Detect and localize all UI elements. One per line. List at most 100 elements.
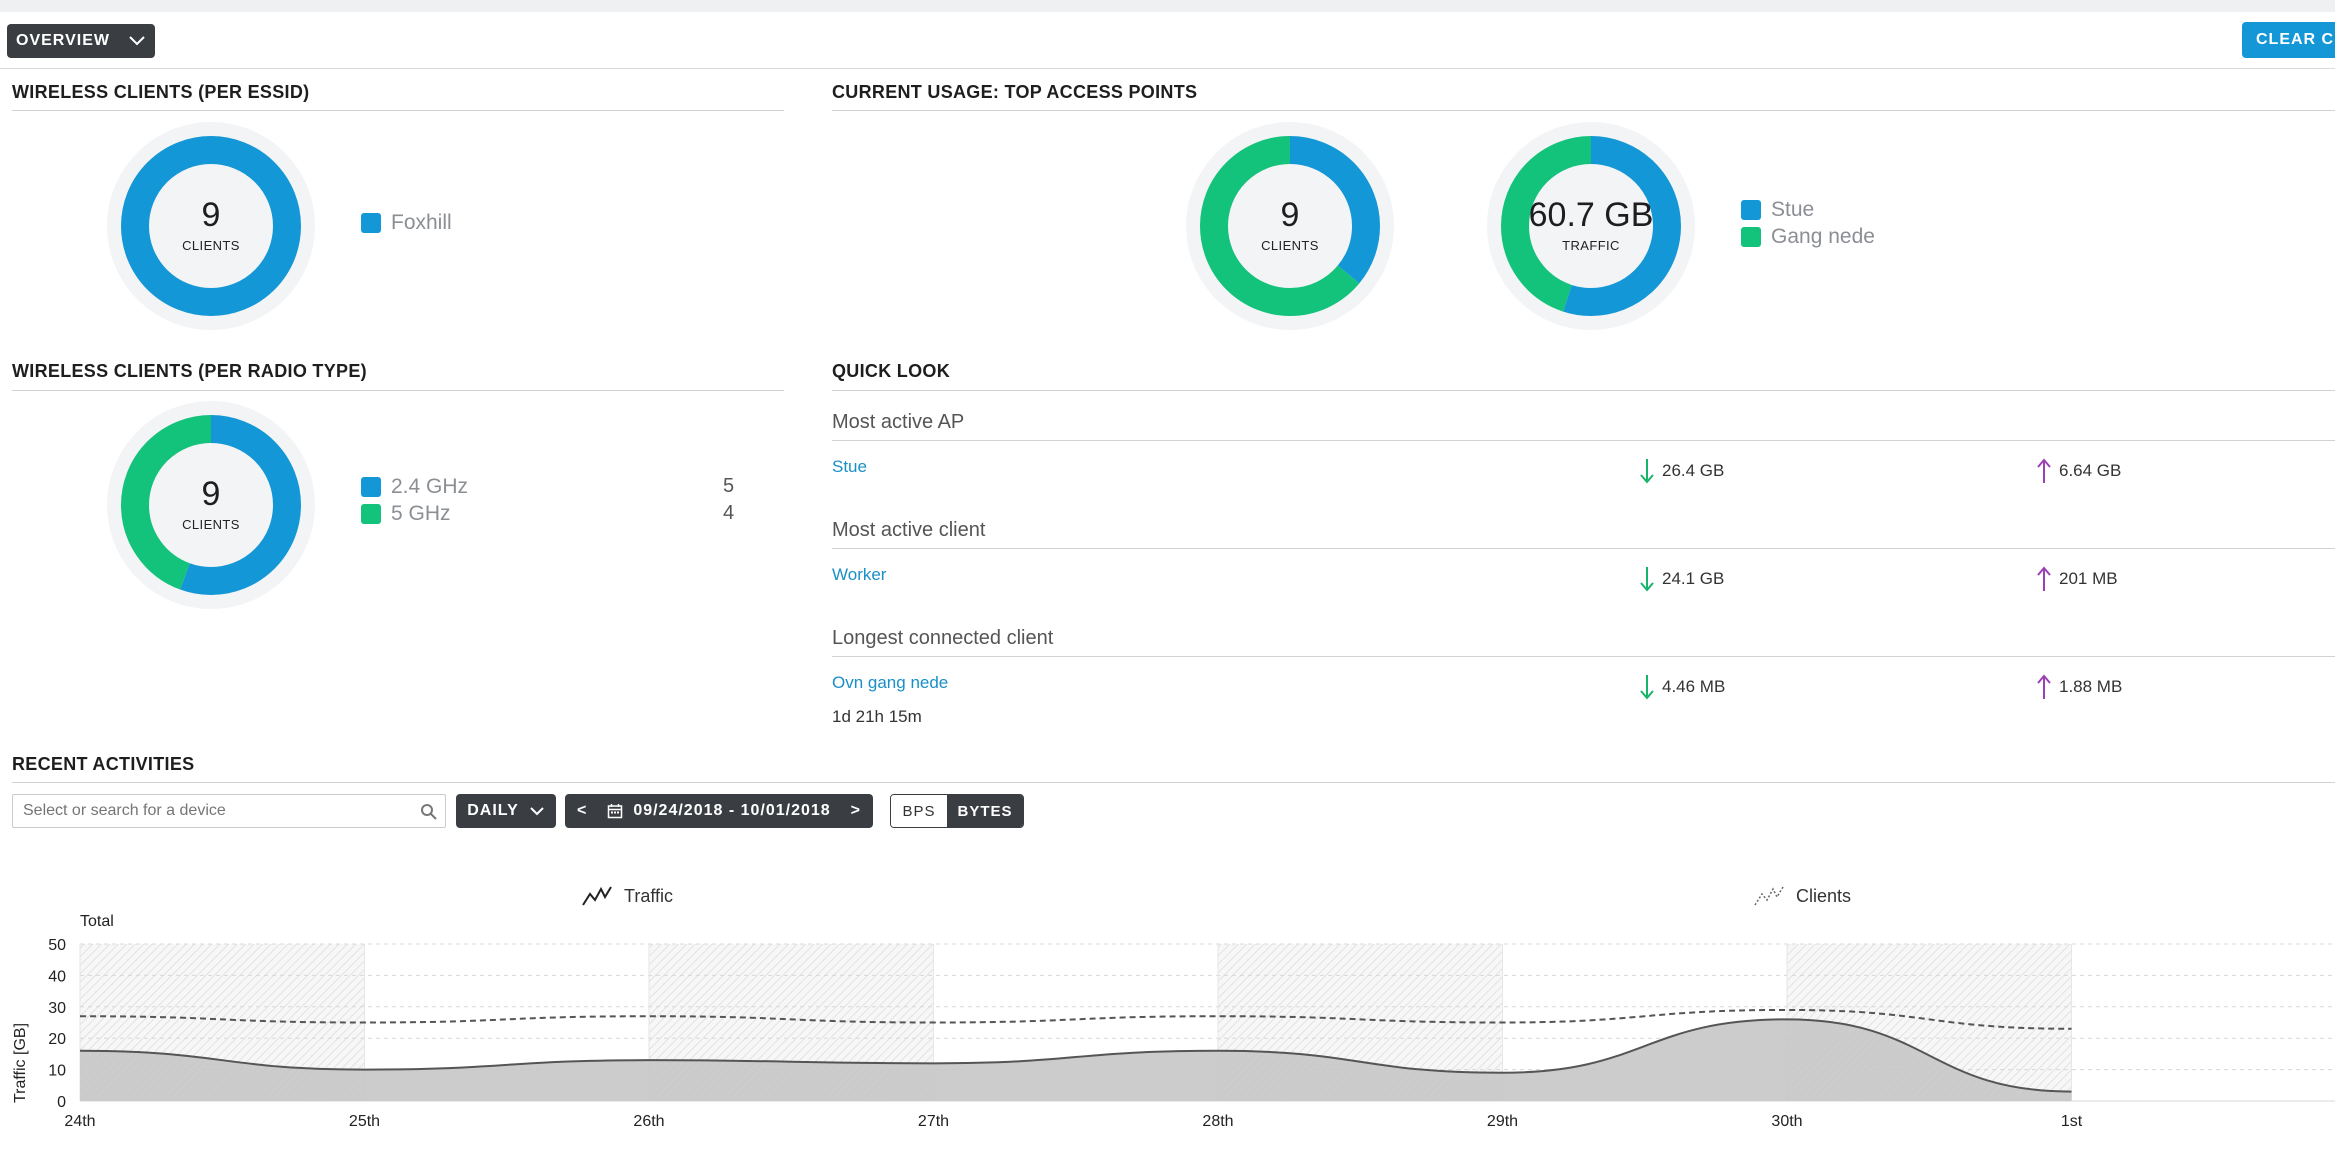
essid-count: 9 (201, 196, 221, 234)
quick-look-rule (832, 390, 2335, 391)
ap-clients-sub: CLIENTS (1261, 238, 1319, 253)
essid-donut-chart (107, 122, 315, 330)
radio-rule (12, 390, 784, 391)
quick-look-title: QUICK LOOK (832, 361, 950, 381)
legend-swatch (1741, 200, 1761, 220)
chevron-down-icon (530, 807, 544, 816)
ql-down-longest: 4.46 MB (1640, 674, 1725, 700)
legend-label: 5 GHz (391, 502, 451, 525)
y-tick-label: 0 (57, 1094, 66, 1111)
ap-clients-donut: 9 CLIENTS (1184, 120, 1396, 332)
essid-rule (12, 110, 784, 111)
bytes-toggle[interactable]: BYTES (947, 795, 1023, 827)
x-tick-label: 28th (1202, 1113, 1233, 1130)
ap-clients-center: 9 CLIENTS (1184, 198, 1396, 253)
device-search-input[interactable] (12, 794, 446, 828)
arrow-up-icon (2037, 674, 2051, 699)
y-tick-label: 30 (48, 1000, 66, 1017)
ql-down-value: 26.4 GB (1662, 461, 1725, 480)
y-tick-label: 40 (48, 968, 66, 985)
ap-clients-chart (1186, 122, 1394, 330)
calendar-icon (608, 804, 623, 819)
legend-swatch (361, 504, 381, 524)
period-dropdown[interactable]: DAILY (456, 794, 556, 828)
ql-duration: 1d 21h 15m (832, 707, 922, 726)
radio-donut: 9 CLIENTS (105, 399, 317, 611)
ql-up-client: 201 MB (2037, 566, 2118, 592)
legend-label: Stue (1771, 198, 1815, 221)
essid-sub: CLIENTS (182, 238, 240, 253)
ql-down-client: 24.1 GB (1640, 566, 1724, 592)
y-tick-label: 10 (48, 1063, 66, 1080)
bps-toggle[interactable]: BPS (891, 795, 947, 827)
x-tick-label: 24th (64, 1113, 95, 1130)
arrow-up-icon (2037, 566, 2051, 591)
x-tick-label: 27th (918, 1113, 949, 1130)
ql-link-client[interactable]: Worker (832, 565, 887, 584)
top-strip (0, 0, 2335, 12)
clear-button[interactable]: CLEAR CU (2242, 22, 2335, 58)
ql-rule-client (832, 548, 2335, 549)
radio-slice-5ghz (121, 415, 301, 595)
date-prev-button[interactable]: < (577, 802, 588, 819)
ap-traffic-amount: 60.7 GB (1528, 196, 1654, 234)
overview-dropdown[interactable]: OVERVIEW (7, 24, 155, 58)
ql-link-longest[interactable]: Ovn gang nede (832, 673, 949, 692)
y-tick-label: 20 (48, 1031, 66, 1048)
legend-swatch (1741, 227, 1761, 247)
legend-item-gang-nede[interactable]: Gang nede (1741, 225, 1875, 249)
ql-link-ap[interactable]: Stue (832, 457, 867, 476)
ql-up-longest: 1.88 MB (2037, 674, 2122, 700)
ap-traffic-donut: 60.7 GB TRAFFIC (1485, 120, 1697, 332)
essid-slice-foxhill (121, 136, 301, 316)
chart-ylabel: Traffic [GB] (12, 1023, 29, 1103)
chart-legend-traffic[interactable]: Traffic (582, 885, 673, 907)
radio-count: 9 (201, 475, 221, 513)
recent-rule (12, 782, 2335, 783)
arrow-down-icon (1640, 459, 1654, 484)
x-tick-label: 26th (633, 1113, 664, 1130)
traffic-line (79, 1018, 2072, 1093)
radio-donut-chart (107, 401, 315, 609)
ql-down-value: 24.1 GB (1662, 569, 1725, 588)
ap-traffic-chart (1487, 122, 1695, 330)
ql-rule-longest (832, 656, 2335, 657)
legend-item-5ghz[interactable]: 5 GHz (361, 502, 451, 526)
x-tick-label: 25th (349, 1113, 380, 1130)
essid-title: WIRELESS CLIENTS (PER ESSID) (12, 82, 310, 102)
date-range-picker[interactable]: < 09/24/2018 - 10/01/2018 > (565, 794, 873, 828)
unit-toggle[interactable]: BPS BYTES (890, 794, 1024, 828)
date-next-button[interactable]: > (850, 802, 861, 819)
overview-label: OVERVIEW (16, 32, 110, 49)
legend-label: 2.4 GHz (391, 475, 469, 498)
chart-legend-clients[interactable]: Clients (1754, 885, 1851, 907)
legend-traffic-label: Traffic (624, 885, 674, 906)
search-icon[interactable] (420, 803, 438, 821)
radio-title: WIRELESS CLIENTS (PER RADIO TYPE) (12, 361, 367, 381)
date-range-display[interactable]: 09/24/2018 - 10/01/2018 (607, 802, 830, 820)
ap-traffic-sub: TRAFFIC (1562, 238, 1620, 253)
recent-title: RECENT ACTIVITIES (12, 754, 195, 774)
legend-item-24ghz[interactable]: 2.4 GHz (361, 475, 468, 499)
legend-item-foxhill[interactable]: Foxhill (361, 211, 452, 235)
ap-traffic-center: 60.7 GB TRAFFIC (1485, 198, 1697, 253)
arrow-down-icon (1640, 675, 1654, 700)
toolbar-divider (0, 68, 2335, 69)
arrow-up-icon (2037, 458, 2051, 483)
traffic-chart: Total Traffic [GB] 0 10 20 30 40 50 24th 25th 2… (12, 913, 2335, 1130)
traffic-line-icon (582, 886, 612, 906)
ql-up-ap: 6.64 GB (2037, 458, 2121, 484)
legend-swatch (361, 477, 381, 497)
legend-label: Foxhill (391, 211, 452, 234)
legend-value-24ghz: 5 (723, 475, 735, 497)
legend-item-stue[interactable]: Stue (1741, 198, 1814, 222)
essid-center: 9 CLIENTS (105, 198, 317, 253)
period-label: DAILY (467, 802, 519, 819)
legend-value-5ghz: 4 (723, 502, 735, 524)
x-tick-label: 30th (1771, 1113, 1802, 1130)
ql-down-value: 4.46 MB (1662, 677, 1726, 696)
x-tick-label: 1st (2061, 1113, 2083, 1130)
legend-clients-label: Clients (1796, 885, 1852, 906)
x-tick-label: 29th (1487, 1113, 1518, 1130)
traffic-area (80, 1019, 2072, 1101)
